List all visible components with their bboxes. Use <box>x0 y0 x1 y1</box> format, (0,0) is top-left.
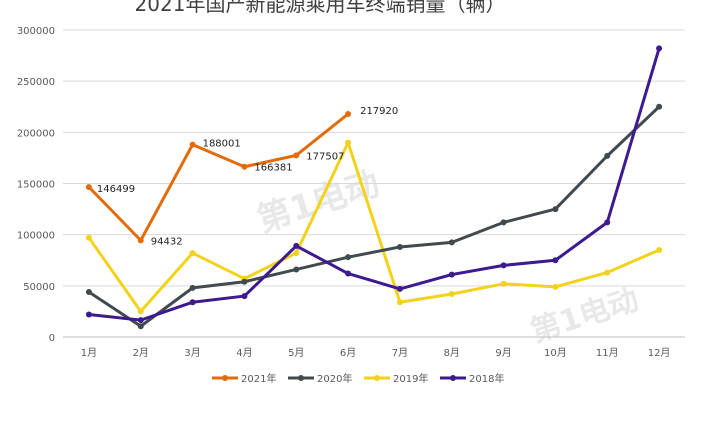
legend-marker <box>298 375 304 381</box>
legend-marker <box>374 375 380 381</box>
data-point <box>293 250 300 257</box>
data-point <box>293 266 300 273</box>
series-line <box>87 112 350 242</box>
watermark: 第1电动 第1电动 <box>252 164 643 350</box>
series-2018年 <box>85 45 663 324</box>
y-tick-label: 150000 <box>17 180 55 191</box>
data-point <box>552 206 559 213</box>
data-point <box>241 293 248 300</box>
data-point <box>241 163 248 170</box>
data-point <box>345 254 352 261</box>
data-label: 217920 <box>360 106 398 117</box>
legend-item: 2020年 <box>288 372 352 385</box>
x-tick-label: 9月 <box>495 347 511 359</box>
data-point <box>500 280 507 287</box>
data-label: 94432 <box>151 236 183 247</box>
data-point <box>137 308 144 315</box>
data-point <box>604 152 611 159</box>
x-tick-label: 11月 <box>596 347 619 359</box>
data-point <box>189 250 196 257</box>
data-label: 177507 <box>306 151 344 162</box>
data-label: 188001 <box>203 139 241 150</box>
series-line <box>87 141 661 313</box>
data-point <box>656 45 663 52</box>
data-point <box>500 262 507 269</box>
data-point <box>137 317 144 324</box>
y-tick-label: 300000 <box>17 26 55 37</box>
data-point <box>552 283 559 290</box>
data-label: 166381 <box>254 163 292 174</box>
data-point <box>189 141 196 148</box>
x-tick-label: 6月 <box>340 347 356 359</box>
legend-marker <box>450 375 456 381</box>
data-point <box>345 139 352 146</box>
data-point <box>137 237 144 244</box>
data-point <box>85 184 92 191</box>
data-point <box>345 110 352 117</box>
data-point <box>656 247 663 254</box>
y-tick-label: 250000 <box>17 77 55 88</box>
data-point <box>85 288 92 295</box>
data-point <box>85 311 92 318</box>
x-tick-label: 8月 <box>444 347 460 359</box>
legend-label: 2018年 <box>469 372 504 385</box>
x-tick-label: 1月 <box>81 347 97 359</box>
data-point <box>604 219 611 226</box>
y-tick-label: 0 <box>49 333 55 344</box>
watermark-text: 第1电动 <box>252 164 384 241</box>
data-point <box>189 299 196 306</box>
x-tick-label: 5月 <box>288 347 304 359</box>
x-tick-label: 3月 <box>184 347 200 359</box>
legend-item: 2018年 <box>440 372 504 385</box>
data-point <box>396 299 403 306</box>
series-line <box>87 105 661 328</box>
x-tick-label: 12月 <box>648 347 671 359</box>
series-2021年 <box>85 110 352 244</box>
series-2019年 <box>85 139 663 315</box>
x-tick-label: 7月 <box>392 347 408 359</box>
legend-item: 2021年 <box>212 372 276 385</box>
x-tick-label: 4月 <box>236 347 252 359</box>
data-point <box>189 284 196 291</box>
legend-label: 2020年 <box>317 372 352 385</box>
data-point <box>241 278 248 285</box>
data-point <box>448 271 455 278</box>
data-point <box>293 242 300 249</box>
series-2020年 <box>85 103 663 330</box>
data-point <box>500 219 507 226</box>
legend-item: 2019年 <box>364 372 428 385</box>
data-point <box>137 323 144 330</box>
data-point <box>448 239 455 246</box>
legend-marker <box>222 375 228 381</box>
y-tick-label: 100000 <box>17 231 55 242</box>
data-point <box>656 103 663 110</box>
x-tick-label: 2月 <box>133 347 149 359</box>
data-point <box>396 243 403 250</box>
legend-label: 2019年 <box>393 372 428 385</box>
legend-label: 2021年 <box>241 372 276 385</box>
data-point <box>604 269 611 276</box>
chart-title: 2021年国产新能源乘用车终端销量（辆） <box>134 0 506 16</box>
series-line <box>87 46 661 322</box>
data-point <box>345 270 352 277</box>
data-point <box>448 291 455 298</box>
watermark-text-2: 第1电动 <box>527 282 643 350</box>
y-tick-label: 50000 <box>23 282 55 293</box>
x-tick-label: 10月 <box>544 347 567 359</box>
data-point <box>552 257 559 264</box>
y-tick-label: 200000 <box>17 128 55 139</box>
data-point <box>293 152 300 159</box>
data-point <box>85 234 92 241</box>
data-label: 146499 <box>97 184 135 195</box>
data-point <box>396 285 403 292</box>
